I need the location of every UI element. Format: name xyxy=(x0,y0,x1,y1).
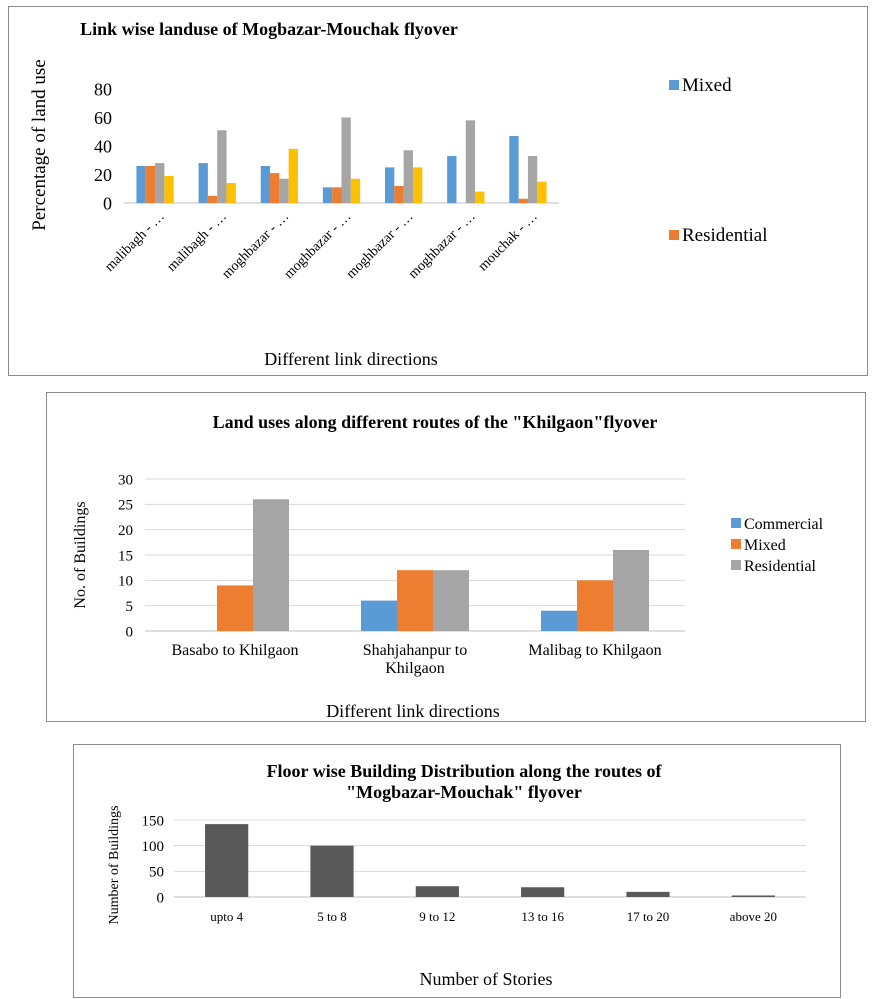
bar xyxy=(397,570,433,631)
x-tick-label: 13 to 16 xyxy=(521,909,564,924)
bar xyxy=(136,165,146,203)
x-tick-label: Khilgaon xyxy=(385,660,445,677)
legend-label: Commercial xyxy=(744,516,824,533)
legend-swatch xyxy=(731,518,741,528)
x-tick-label: malibagh - … xyxy=(102,209,168,275)
y-tick-label: 10 xyxy=(118,574,133,590)
y-tick-label: 50 xyxy=(149,865,164,881)
bar xyxy=(207,195,218,203)
x-tick-label: upto 4 xyxy=(210,909,243,924)
y-tick-label: 0 xyxy=(103,193,112,213)
bar xyxy=(518,198,528,203)
bar xyxy=(613,549,649,631)
bar xyxy=(164,175,174,203)
bar xyxy=(537,181,547,203)
legend-label: Residential xyxy=(682,225,767,246)
bar xyxy=(447,155,457,203)
bar xyxy=(403,150,413,203)
bar xyxy=(253,499,289,631)
chart-panel-khilgaon-landuse: Land uses along different routes of the … xyxy=(46,392,866,722)
bar xyxy=(465,120,476,203)
x-tick-label: above 20 xyxy=(730,909,777,924)
y-axis-title: Number of Buildings xyxy=(107,806,122,925)
bar xyxy=(279,178,289,203)
bar xyxy=(145,165,156,203)
bar xyxy=(217,585,253,631)
x-tick-label: 5 to 8 xyxy=(317,909,347,924)
y-tick-label: 100 xyxy=(142,839,165,855)
bar xyxy=(394,185,404,203)
chart-panel-mogbazar-landuse: Link wise landuse of Mogbazar-Mouchak fl… xyxy=(8,6,868,376)
bar xyxy=(350,178,361,203)
legend-label: Mixed xyxy=(682,75,732,96)
x-tick-label: 9 to 12 xyxy=(419,909,455,924)
y-tick-label: 15 xyxy=(118,548,133,564)
legend-swatch xyxy=(669,230,679,240)
bar xyxy=(412,167,423,203)
y-tick-label: 40 xyxy=(94,136,112,156)
x-tick-label: Basabo to Khilgaon xyxy=(171,642,298,659)
bar xyxy=(527,155,538,203)
bar xyxy=(577,580,613,631)
y-tick-label: 20 xyxy=(94,165,112,185)
y-tick-label: 30 xyxy=(118,472,133,488)
legend-label: Mixed xyxy=(744,537,786,554)
bar xyxy=(509,136,519,203)
bar xyxy=(731,895,775,897)
y-tick-label: 80 xyxy=(94,79,112,99)
y-axis-title: No. of Buildings xyxy=(72,501,89,608)
bar xyxy=(521,887,565,897)
legend-label: Residential xyxy=(744,558,817,575)
bar xyxy=(385,167,395,203)
x-axis-title: Different link directions xyxy=(326,701,500,721)
x-tick-label: Shahjahanpur to xyxy=(363,642,467,659)
x-tick-label: 17 to 20 xyxy=(627,909,670,924)
bar xyxy=(341,117,351,203)
y-tick-label: 0 xyxy=(157,890,165,906)
x-tick-label: Malibag to Khilgaon xyxy=(528,642,661,659)
bar xyxy=(626,891,670,897)
bar xyxy=(155,163,165,203)
chart-panel-floor-distribution: Floor wise Building Distribution along t… xyxy=(73,744,841,998)
x-tick-label: mouchak - … xyxy=(476,209,541,274)
y-tick-label: 20 xyxy=(118,523,133,539)
legend-swatch xyxy=(669,80,679,90)
y-tick-label: 60 xyxy=(94,108,112,128)
x-axis-title: Number of Stories xyxy=(420,969,553,989)
chart-title: Land uses along different routes of the … xyxy=(213,412,658,432)
bar xyxy=(260,165,271,203)
bar xyxy=(205,824,249,897)
bar xyxy=(415,886,459,897)
bar xyxy=(475,191,485,203)
bar xyxy=(332,187,342,203)
bar xyxy=(226,183,236,203)
bar xyxy=(310,845,354,897)
x-tick-label: moghbazar - … xyxy=(406,209,479,282)
bar xyxy=(217,130,227,203)
bar xyxy=(198,163,208,203)
chart-landuse-khilgaon: Land uses along different routes of the … xyxy=(72,412,824,721)
y-tick-label: 150 xyxy=(142,813,165,829)
bar xyxy=(270,173,280,203)
bar xyxy=(288,148,298,203)
y-tick-label: 0 xyxy=(126,624,134,640)
chart-title: "Mogbazar-Mouchak" flyover xyxy=(346,782,582,802)
bar xyxy=(541,610,577,631)
bar xyxy=(433,570,469,631)
bar xyxy=(361,600,397,631)
chart-title: Floor wise Building Distribution along t… xyxy=(267,761,663,781)
chart-title: Link wise landuse of Mogbazar-Mouchak fl… xyxy=(80,19,458,39)
y-tick-label: 25 xyxy=(118,498,133,514)
legend-swatch xyxy=(731,539,741,549)
y-axis-title: Percentage of land use xyxy=(29,59,50,230)
y-tick-label: 5 xyxy=(126,599,134,615)
x-axis-title: Different link directions xyxy=(264,349,438,369)
chart-landuse-mogbazar: Link wise landuse of Mogbazar-Mouchak fl… xyxy=(29,19,767,369)
x-tick-label: malibagh - … xyxy=(164,209,230,275)
bar xyxy=(322,187,333,203)
legend-swatch xyxy=(731,560,741,570)
chart-floor-distribution: Floor wise Building Distribution along t… xyxy=(107,761,806,989)
